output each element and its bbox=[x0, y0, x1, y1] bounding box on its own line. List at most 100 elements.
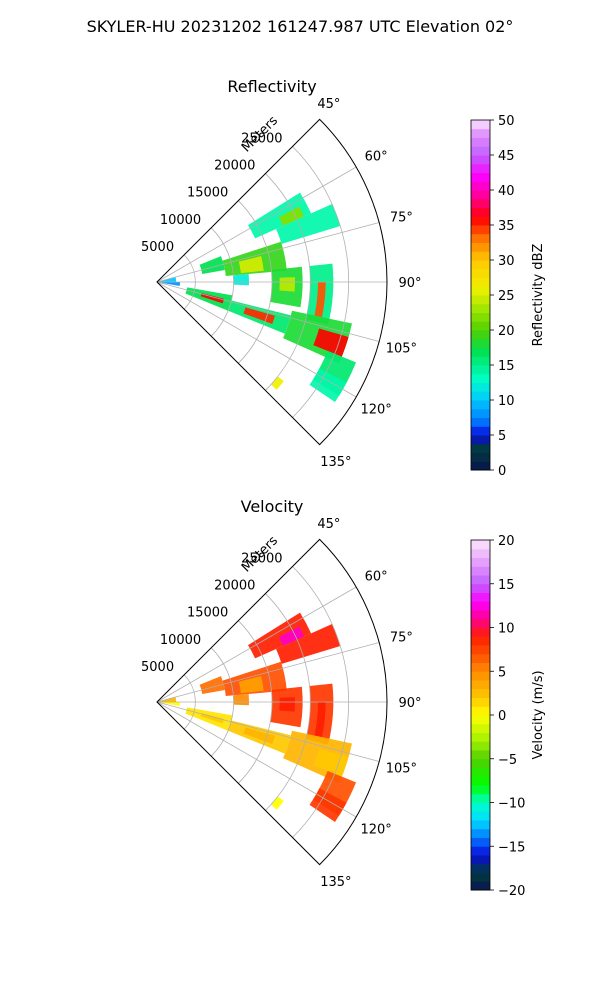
echo-cell bbox=[309, 788, 347, 823]
echo-cell bbox=[243, 727, 275, 744]
colorbar-swatch bbox=[471, 216, 490, 226]
echo-cell bbox=[248, 192, 312, 239]
colorbar-swatch bbox=[471, 566, 490, 576]
colorbar-swatch bbox=[471, 610, 490, 620]
echo-cell bbox=[233, 273, 250, 286]
range-tick-label: 20000 bbox=[214, 579, 255, 594]
colorbar-swatch bbox=[471, 338, 490, 348]
colorbar-swatch bbox=[471, 356, 490, 366]
echo-cell bbox=[199, 676, 225, 695]
colorbar-swatch bbox=[471, 758, 490, 768]
azimuth-tick-label: 135° bbox=[320, 455, 351, 470]
echo-cell bbox=[248, 612, 312, 659]
echo-cell bbox=[270, 376, 284, 390]
azimuth-gridline bbox=[156, 701, 380, 762]
echo-cell bbox=[157, 702, 180, 706]
range-tick-label: 25000 bbox=[241, 551, 282, 566]
colorbar-swatch bbox=[471, 881, 490, 891]
colorbar-swatch bbox=[471, 688, 490, 698]
azimuth-tick-label: 60° bbox=[365, 150, 388, 165]
azimuth-tick-label: 75° bbox=[390, 631, 413, 646]
colorbar-swatch bbox=[471, 540, 490, 550]
azimuth-gridline bbox=[156, 281, 380, 342]
azimuth-tick-label: 45° bbox=[317, 97, 340, 112]
colorbar-swatch bbox=[471, 855, 490, 865]
colorbar-tick-label: 25 bbox=[498, 289, 515, 304]
range-tick-label: 10000 bbox=[160, 213, 201, 228]
colorbar-swatch bbox=[471, 872, 490, 882]
colorbar-tick-label: −5 bbox=[498, 753, 517, 768]
colorbar-swatch bbox=[471, 295, 490, 305]
colorbar-tick-label: 10 bbox=[498, 622, 515, 637]
colorbar-swatch bbox=[471, 181, 490, 191]
echo-cell bbox=[279, 697, 295, 712]
range-tick-label: 25000 bbox=[241, 131, 282, 146]
colorbar-swatch bbox=[471, 155, 490, 165]
colorbar-swatch bbox=[471, 190, 490, 200]
azimuth-tick-label: 105° bbox=[386, 341, 417, 356]
colorbar-swatch bbox=[471, 172, 490, 182]
echo-cell bbox=[276, 624, 341, 664]
echo-cell bbox=[279, 277, 295, 292]
colorbar-tick-label: 40 bbox=[498, 184, 515, 199]
reflectivity-colorbar: 0 5 10 15 20 25 30 35 40 45 50 Reflectivity dBZ bbox=[470, 114, 546, 479]
panel-title: Reflectivity bbox=[227, 77, 316, 96]
colorbar-swatch bbox=[471, 723, 490, 733]
echo-layer bbox=[157, 612, 357, 823]
colorbar-swatch bbox=[471, 863, 490, 873]
colorbar-swatch bbox=[471, 461, 490, 471]
colorbar-tick-label: 15 bbox=[498, 359, 515, 374]
colorbar-swatch bbox=[471, 443, 490, 453]
colorbar-swatch bbox=[471, 785, 490, 795]
colorbar-swatch bbox=[471, 303, 490, 313]
colorbar-swatch bbox=[471, 417, 490, 427]
colorbar-swatch bbox=[471, 452, 490, 462]
colorbar-swatch bbox=[471, 426, 490, 436]
echo-cell bbox=[238, 676, 264, 694]
colorbar-swatch bbox=[471, 242, 490, 252]
colorbar-swatch bbox=[471, 697, 490, 707]
colorbar-tick-label: 35 bbox=[498, 219, 515, 234]
colorbar-swatch bbox=[471, 715, 490, 725]
colorbar-swatch bbox=[471, 128, 490, 138]
colorbar-swatch bbox=[471, 408, 490, 418]
colorbar-tick-label: 20 bbox=[498, 534, 515, 549]
colorbar-tick-label: −20 bbox=[498, 884, 525, 899]
colorbar-swatch bbox=[471, 662, 490, 672]
colorbar-swatch bbox=[471, 198, 490, 208]
colorbar-swatch bbox=[471, 163, 490, 173]
colorbar-swatch bbox=[471, 601, 490, 611]
colorbar-swatch bbox=[471, 391, 490, 401]
colorbar-swatch bbox=[471, 330, 490, 340]
range-tick-label: 15000 bbox=[187, 606, 228, 621]
colorbar-swatch bbox=[471, 645, 490, 655]
colorbar-swatch bbox=[471, 846, 490, 856]
colorbar-swatch bbox=[471, 618, 490, 628]
colorbar-swatch bbox=[471, 435, 490, 445]
echo-cell bbox=[238, 256, 264, 274]
colorbar-swatch bbox=[471, 347, 490, 357]
colorbar-swatch bbox=[471, 557, 490, 567]
echo-cell bbox=[276, 204, 341, 244]
echo-cell bbox=[313, 748, 349, 777]
azimuth-tick-label: 105° bbox=[386, 761, 417, 776]
panel-title: Velocity bbox=[241, 497, 304, 516]
range-tick-label: 10000 bbox=[160, 633, 201, 648]
echo-cell bbox=[309, 368, 347, 403]
azimuth-tick-label: 75° bbox=[390, 211, 413, 226]
echo-cell bbox=[233, 693, 250, 706]
colorbar-swatch bbox=[471, 671, 490, 681]
colorbar-tick-label: 5 bbox=[498, 665, 506, 680]
echo-cell bbox=[270, 796, 284, 810]
colorbar-swatch bbox=[471, 321, 490, 331]
echo-cell bbox=[185, 287, 233, 311]
sector-frame bbox=[156, 538, 388, 866]
colorbar-swatch bbox=[471, 268, 490, 278]
echo-cell bbox=[313, 328, 349, 357]
colorbar-swatch bbox=[471, 706, 490, 716]
azimuth-tick-label: 120° bbox=[360, 823, 391, 838]
colorbar-swatch bbox=[471, 286, 490, 296]
azimuth-gridline bbox=[156, 586, 357, 703]
